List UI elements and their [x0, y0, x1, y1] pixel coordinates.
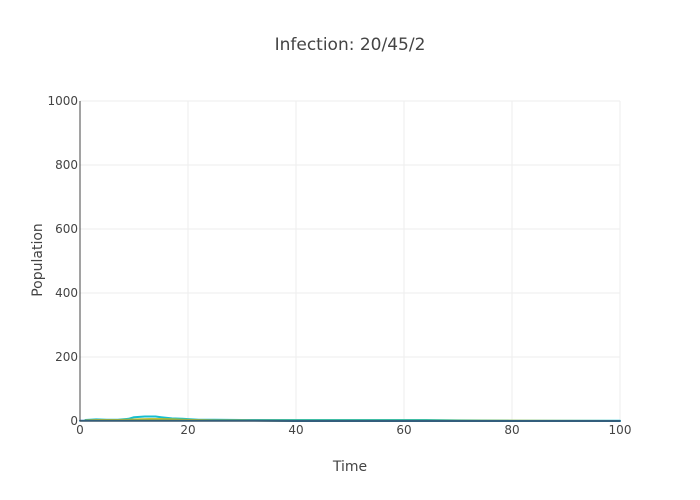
- x-tick-label: 40: [288, 423, 303, 437]
- y-tick-label: 200: [55, 350, 78, 364]
- x-tick-label: 60: [396, 423, 411, 437]
- x-tick-label: 20: [180, 423, 195, 437]
- y-axis-title: Population: [30, 223, 46, 297]
- x-tick-label: 0: [76, 423, 84, 437]
- x-axis-title: Time: [332, 459, 367, 475]
- grid: [80, 100, 621, 421]
- y-tick-label: 1000: [47, 94, 78, 108]
- x-tick-label: 100: [609, 423, 632, 437]
- y-tick-label: 800: [55, 158, 78, 172]
- y-tick-label: 600: [55, 222, 78, 236]
- y-tick-label: 400: [55, 286, 78, 300]
- y-tick-label: 0: [70, 414, 78, 428]
- chart-title: Infection: 20/45/2: [275, 35, 426, 55]
- plot-area: [79, 415, 621, 422]
- x-tick-label: 80: [504, 423, 519, 437]
